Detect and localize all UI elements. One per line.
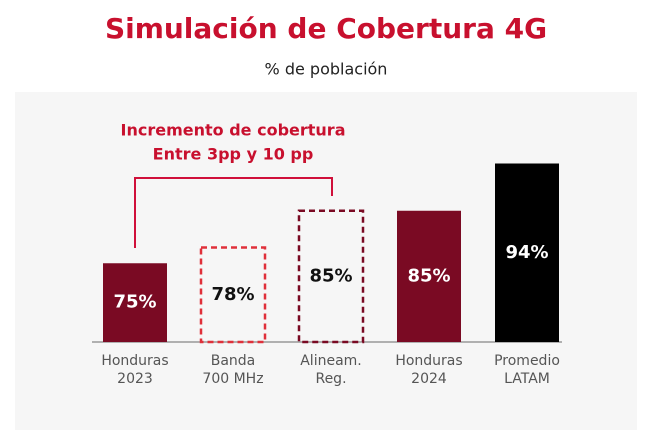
value-label: 85%	[309, 265, 352, 286]
bar	[199, 246, 267, 344]
bar	[297, 209, 365, 344]
x-tick-label: Honduras 2024	[395, 353, 463, 387]
chart-title: Simulación de Cobertura 4G	[105, 12, 547, 45]
bar	[397, 210, 461, 342]
annotation: Entre 3pp y 10 pp	[153, 145, 314, 164]
value-label: 94%	[505, 242, 548, 263]
bar	[495, 163, 559, 342]
value-label: 78%	[211, 284, 254, 305]
value-label: 85%	[407, 265, 450, 286]
x-tick-label: Banda 700 MHz	[202, 353, 264, 387]
chart-subtitle: % de población	[265, 60, 388, 79]
bracket	[134, 177, 333, 248]
x-tick-label: Promedio LATAM	[494, 353, 560, 387]
annotation: Incremento de cobertura	[121, 121, 346, 140]
x-tick-label: Alineam. Reg.	[300, 353, 362, 387]
bar	[103, 263, 167, 342]
x-tick-label: Honduras 2023	[101, 353, 169, 387]
value-label: 75%	[113, 292, 156, 313]
